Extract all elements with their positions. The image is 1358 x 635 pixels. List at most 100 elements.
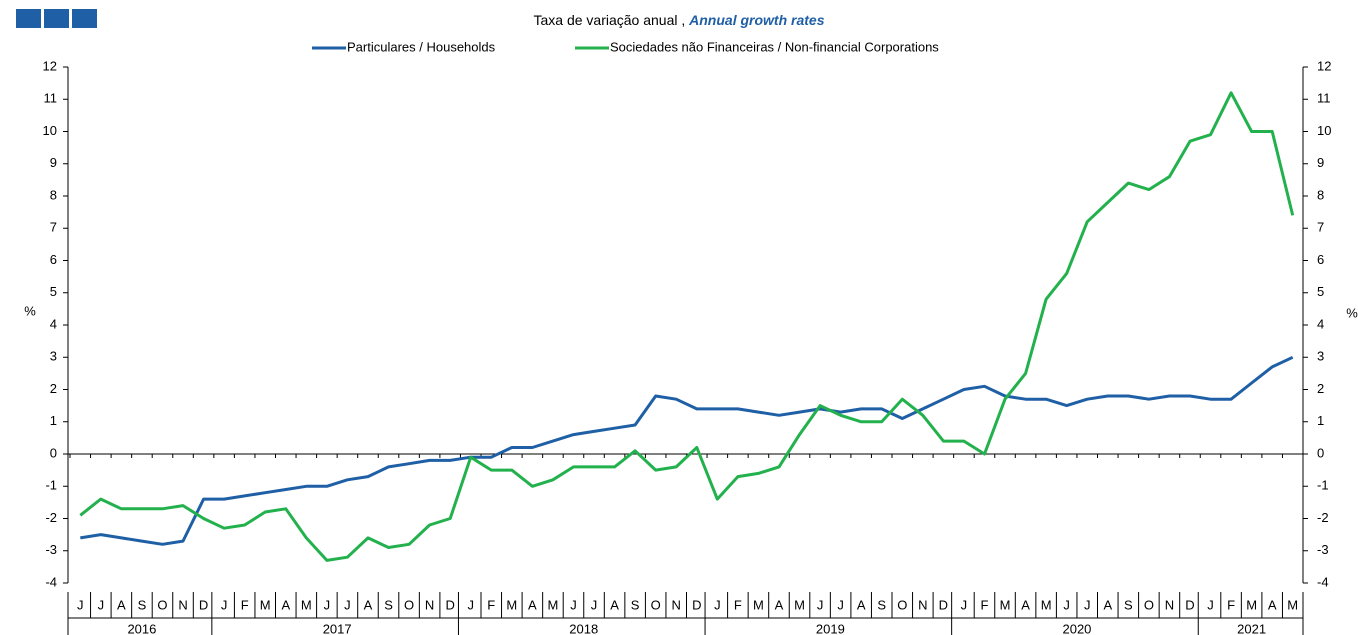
x-tick-label: A bbox=[364, 597, 373, 612]
y-tick-label: 9 bbox=[50, 155, 57, 170]
x-tick-label: J bbox=[1207, 597, 1214, 612]
logo-block bbox=[44, 9, 69, 28]
y2-tick-label: -2 bbox=[1317, 510, 1329, 525]
x-tick-label: S bbox=[1124, 597, 1133, 612]
x-tick-label: D bbox=[939, 597, 948, 612]
y-tick-label: -4 bbox=[45, 574, 57, 589]
y2-tick-label: -4 bbox=[1317, 574, 1329, 589]
year-label: 2021 bbox=[1237, 621, 1266, 635]
x-tick-label: D bbox=[199, 597, 208, 612]
y-tick-label: 4 bbox=[50, 316, 57, 331]
y2-tick-label: 8 bbox=[1317, 187, 1324, 202]
year-label: 2020 bbox=[1062, 621, 1091, 635]
logo-block bbox=[72, 9, 97, 28]
y2-tick-label: -1 bbox=[1317, 478, 1329, 493]
x-tick-label: F bbox=[734, 597, 742, 612]
x-tick-label: O bbox=[404, 597, 414, 612]
x-tick-label: J bbox=[324, 597, 331, 612]
y-tick-label: 1 bbox=[50, 413, 57, 428]
y-tick-label: 10 bbox=[43, 123, 57, 138]
x-tick-label: A bbox=[857, 597, 866, 612]
y-tick-label: 7 bbox=[50, 220, 57, 235]
x-tick-label: D bbox=[1185, 597, 1194, 612]
x-tick-label: S bbox=[877, 597, 886, 612]
y-tick-label: 0 bbox=[50, 445, 57, 460]
y2-tick-label: 1 bbox=[1317, 413, 1324, 428]
x-tick-label: N bbox=[178, 597, 187, 612]
y-tick-label: 2 bbox=[50, 381, 57, 396]
x-tick-label: O bbox=[1144, 597, 1154, 612]
x-tick-label: J bbox=[570, 597, 577, 612]
x-tick-label: J bbox=[77, 597, 84, 612]
y2-tick-label: 2 bbox=[1317, 381, 1324, 396]
y-tick-label: -1 bbox=[45, 478, 57, 493]
x-tick-label: F bbox=[980, 597, 988, 612]
x-tick-label: A bbox=[610, 597, 619, 612]
x-tick-label: D bbox=[692, 597, 701, 612]
x-tick-label: J bbox=[98, 597, 105, 612]
y-tick-label: -3 bbox=[45, 542, 57, 557]
series-line bbox=[80, 355, 1294, 546]
x-tick-label: M bbox=[548, 597, 559, 612]
year-label: 2017 bbox=[323, 621, 352, 635]
x-tick-label: A bbox=[528, 597, 537, 612]
x-tick-label: J bbox=[1084, 597, 1091, 612]
y2-tick-label: 0 bbox=[1317, 445, 1324, 460]
x-tick-label: J bbox=[467, 597, 474, 612]
y2-tick-label: 10 bbox=[1317, 123, 1331, 138]
subtitle-en: Annual growth rates bbox=[688, 12, 825, 28]
x-tick-label: J bbox=[1063, 597, 1070, 612]
x-tick-label: M bbox=[506, 597, 517, 612]
y-tick-label: 8 bbox=[50, 187, 57, 202]
y-axis-label: % bbox=[24, 303, 36, 318]
y-tick-label: -2 bbox=[45, 510, 57, 525]
x-tick-label: D bbox=[445, 597, 454, 612]
x-tick-label: F bbox=[487, 597, 495, 612]
year-label: 2018 bbox=[569, 621, 598, 635]
y2-tick-label: 12 bbox=[1317, 58, 1331, 73]
x-tick-label: A bbox=[1268, 597, 1277, 612]
x-tick-label: N bbox=[672, 597, 681, 612]
x-tick-label: S bbox=[384, 597, 393, 612]
x-tick-label: S bbox=[631, 597, 640, 612]
x-tick-label: M bbox=[794, 597, 805, 612]
x-tick-label: M bbox=[1000, 597, 1011, 612]
y-tick-label: 12 bbox=[43, 58, 57, 73]
x-tick-label: J bbox=[714, 597, 721, 612]
y2-tick-label: 6 bbox=[1317, 252, 1324, 267]
x-tick-label: J bbox=[961, 597, 968, 612]
x-tick-label: M bbox=[260, 597, 271, 612]
y-tick-label: 3 bbox=[50, 349, 57, 364]
x-tick-label: N bbox=[1165, 597, 1174, 612]
x-tick-label: N bbox=[425, 597, 434, 612]
year-label: 2016 bbox=[127, 621, 156, 635]
y2-tick-label: 5 bbox=[1317, 284, 1324, 299]
x-tick-label: O bbox=[897, 597, 907, 612]
y2-tick-label: 4 bbox=[1317, 316, 1324, 331]
x-tick-label: J bbox=[817, 597, 824, 612]
x-tick-label: F bbox=[1227, 597, 1235, 612]
y2-tick-label: -3 bbox=[1317, 542, 1329, 557]
y2-tick-label: 3 bbox=[1317, 349, 1324, 364]
x-tick-label: M bbox=[301, 597, 312, 612]
logo-block bbox=[16, 9, 41, 28]
x-tick-label: M bbox=[753, 597, 764, 612]
x-tick-label: A bbox=[281, 597, 290, 612]
x-tick-label: A bbox=[1103, 597, 1112, 612]
series-line bbox=[79, 91, 1295, 562]
x-tick-label: J bbox=[591, 597, 598, 612]
x-tick-label: N bbox=[918, 597, 927, 612]
y2-tick-label: 7 bbox=[1317, 220, 1324, 235]
x-tick-label: F bbox=[241, 597, 249, 612]
x-tick-label: S bbox=[138, 597, 147, 612]
x-tick-label: M bbox=[1041, 597, 1052, 612]
y-tick-label: 11 bbox=[44, 91, 58, 106]
y2-tick-label: 9 bbox=[1317, 155, 1324, 170]
x-tick-label: O bbox=[157, 597, 167, 612]
subtitle: Taxa de variação anual , Annual growth r… bbox=[533, 12, 824, 28]
x-tick-label: J bbox=[344, 597, 351, 612]
x-tick-label: M bbox=[1246, 597, 1257, 612]
y2-tick-label: 11 bbox=[1317, 91, 1331, 106]
x-tick-label: A bbox=[775, 597, 784, 612]
